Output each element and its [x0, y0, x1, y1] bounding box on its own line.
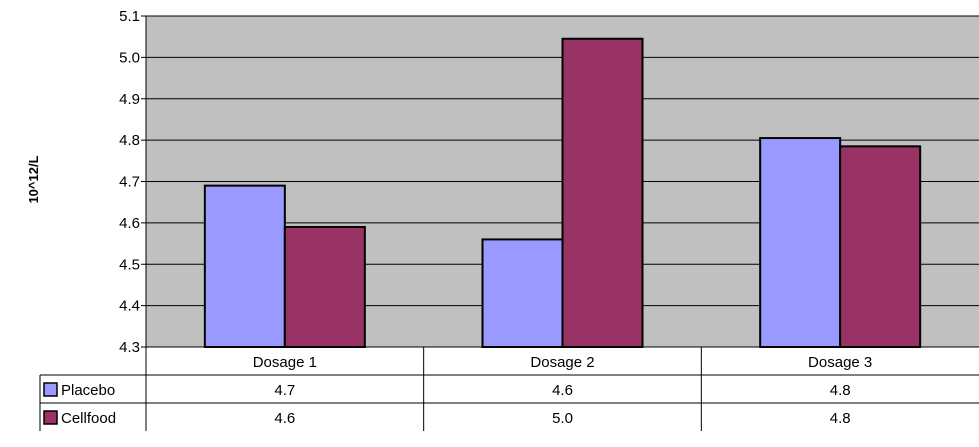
y-tick-label: 4.3 [119, 339, 140, 356]
data-table: Dosage 1 Dosage 2 Dosage 3 Placebo 4.7 4.6 4.8… [39, 346, 979, 431]
y-tick-label: 4.4 [119, 298, 140, 315]
bar-cellfood-1 [283, 226, 366, 348]
table-value: 4.8 [830, 410, 851, 427]
y-tick-label: 5.1 [119, 8, 140, 25]
table-value: 4.7 [274, 382, 295, 399]
y-tick-label: 5.0 [119, 49, 140, 66]
bar-cellfood-2 [561, 37, 644, 348]
legend-key-cellfood [43, 410, 58, 425]
bars [203, 37, 922, 348]
legend-label-placebo: Placebo [61, 382, 115, 399]
x-category-label: Dosage 2 [530, 354, 594, 371]
y-tick-label: 4.6 [119, 215, 140, 232]
y-tick-label: 4.8 [119, 132, 140, 149]
table-value: 4.6 [552, 382, 573, 399]
table-value: 5.0 [552, 410, 573, 427]
bar-placebo-2 [481, 238, 564, 348]
y-axis: 4.3 4.4 4.5 4.6 4.7 4.8 4.9 5.0 5.1 [119, 8, 147, 356]
bar-placebo-3 [759, 137, 842, 348]
bar-placebo-1 [203, 184, 286, 348]
y-tick-label: 4.7 [119, 174, 140, 191]
y-tick-label: 4.5 [119, 256, 140, 273]
bar-cellfood-3 [839, 145, 922, 348]
y-tick-label: 4.9 [119, 91, 140, 108]
legend-label-cellfood: Cellfood [61, 410, 116, 427]
y-axis-label: 10^12/L [26, 155, 41, 203]
legend-key-placebo [43, 382, 58, 397]
x-category-label: Dosage 3 [808, 354, 872, 371]
table-value: 4.6 [274, 410, 295, 427]
table-value: 4.8 [830, 382, 851, 399]
x-category-label: Dosage 1 [253, 354, 317, 371]
